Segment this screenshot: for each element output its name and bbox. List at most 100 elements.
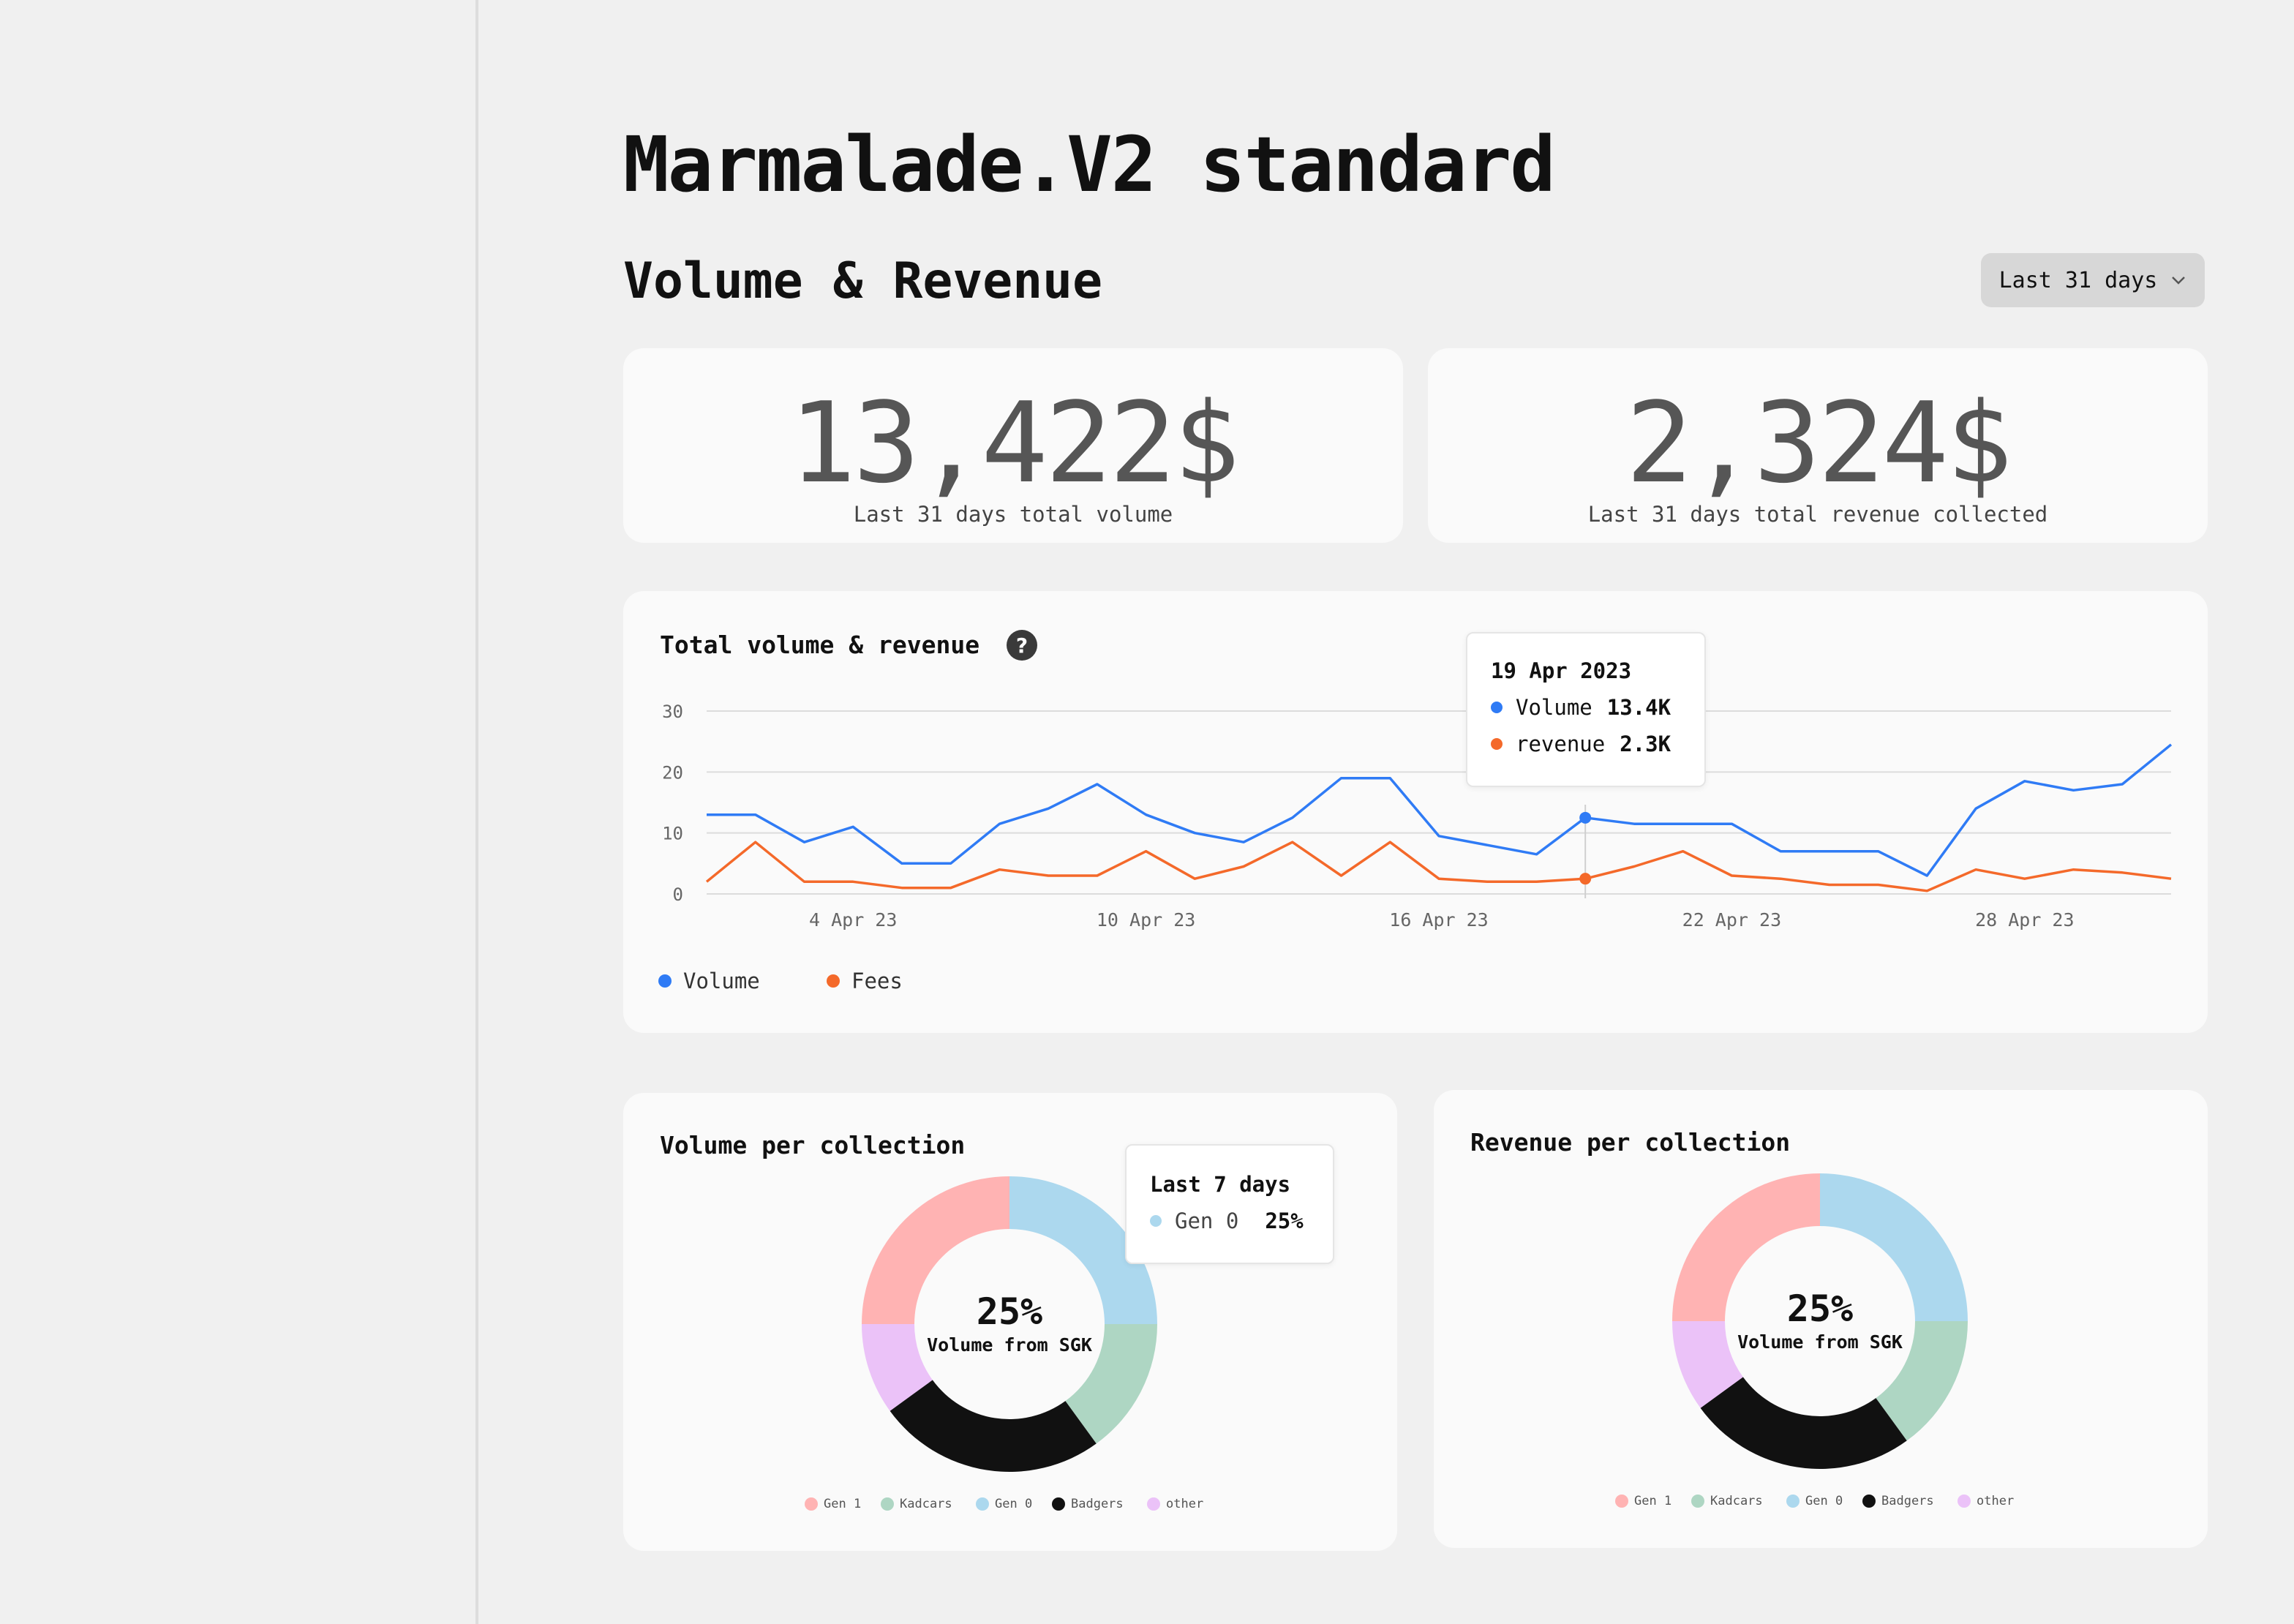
legend-label: Gen 1 — [824, 1497, 862, 1511]
revenue-legend-gen1[interactable]: Gen 1 — [1615, 1494, 1671, 1508]
donut-slice-other — [1672, 1321, 1743, 1408]
x-tick-label: 28 Apr 23 — [1975, 909, 2074, 931]
revenue-dot-icon — [1491, 738, 1503, 750]
legend-volume[interactable]: Volume — [658, 969, 760, 993]
total-volume-caption: Last 31 days total volume — [853, 502, 1173, 527]
donut-slice-kadcars — [1065, 1324, 1157, 1444]
donut-slice-gen1 — [862, 1176, 1009, 1324]
x-tick-label: 10 Apr 23 — [1097, 909, 1195, 931]
y-tick-label: 0 — [673, 884, 683, 905]
legend-fees-label: Fees — [851, 969, 903, 993]
fees-legend-dot-icon — [827, 974, 840, 988]
legend-volume-label: Volume — [683, 969, 760, 993]
legend-label: Gen 0 — [1805, 1494, 1843, 1508]
legend-label: Gen 0 — [995, 1497, 1033, 1511]
revenue-donut-center-label: Volume from SGK — [1737, 1331, 1903, 1353]
volume-donut-center-label: Volume from SGK — [927, 1334, 1092, 1356]
donut-tooltip-row: Gen 0 25% — [1150, 1208, 1304, 1233]
legend-label: Gen 1 — [1634, 1494, 1672, 1508]
legend-fees[interactable]: Fees — [827, 969, 903, 993]
donut-slice-kadcars — [1876, 1321, 1968, 1441]
tooltip-revenue-label: revenue — [1516, 732, 1606, 756]
tooltip-volume-label: Volume — [1516, 695, 1592, 720]
kadcars-dot-icon — [881, 1497, 894, 1511]
chevron-down-icon — [2172, 277, 2186, 285]
hover-point-fees — [1579, 873, 1592, 885]
volume-legend-dot-icon — [658, 974, 672, 988]
kadcars-dot-icon — [1691, 1495, 1704, 1508]
line-chart-card — [623, 591, 2208, 1033]
volume-dot-icon — [1491, 702, 1503, 713]
legend-label: other — [1977, 1494, 2015, 1508]
revenue-stat-card: 2,324$ Last 31 days total revenue collec… — [1428, 348, 2208, 543]
volume-legend-badgers[interactable]: Badgers — [1052, 1497, 1124, 1511]
line-chart-tooltip: 19 Apr 2023 Volume 13.4K revenue 2.3K — [1466, 632, 1706, 787]
tooltip-revenue-value: 2.3K — [1620, 732, 1671, 756]
tooltip-date: 19 Apr 2023 — [1491, 658, 1632, 683]
line-chart-title: Total volume & revenue — [660, 631, 980, 659]
volume-legend-gen0[interactable]: Gen 0 — [976, 1497, 1032, 1511]
gen0-dot-icon — [976, 1497, 989, 1511]
badgers-dot-icon — [1862, 1495, 1876, 1508]
revenue-legend-other[interactable]: other — [1958, 1494, 2014, 1508]
donut-slice-gen0 — [1009, 1176, 1157, 1324]
revenue-donut-title: Revenue per collection — [1470, 1128, 1791, 1157]
donut-tooltip-value: 25% — [1265, 1208, 1304, 1233]
legend-label: Badgers — [1071, 1497, 1124, 1511]
badgers-dot-icon — [1052, 1497, 1065, 1511]
total-revenue-caption: Last 31 days total revenue collected — [1587, 502, 2048, 527]
tooltip-volume-row: Volume 13.4K — [1491, 695, 1671, 720]
other-dot-icon — [1147, 1497, 1160, 1511]
volume-legend-kadcars[interactable]: Kadcars — [881, 1497, 952, 1511]
series-line-fees — [705, 841, 2172, 892]
legend-label: other — [1166, 1497, 1204, 1511]
date-range-select[interactable]: Last 31 days — [1981, 253, 2205, 307]
gen0-dot-icon — [1150, 1215, 1162, 1227]
volume-legend-gen1[interactable]: Gen 1 — [805, 1497, 861, 1511]
legend-label: Kadcars — [1710, 1494, 1763, 1508]
series-line-volume — [707, 743, 2173, 877]
revenue-legend-kadcars[interactable]: Kadcars — [1691, 1494, 1763, 1508]
other-dot-icon — [1958, 1495, 1971, 1508]
volume-stat-card: 13,422$ Last 31 days total volume — [623, 348, 1403, 543]
volume-donut-title: Volume per collection — [660, 1131, 966, 1159]
revenue-legend-gen0[interactable]: Gen 0 — [1786, 1494, 1843, 1508]
revenue-donut-chart[interactable] — [1659, 1160, 1981, 1482]
y-tick-label: 20 — [662, 762, 683, 783]
y-tick-label: 10 — [662, 824, 683, 844]
tooltip-volume-value: 13.4K — [1606, 695, 1671, 720]
tooltip-revenue-row: revenue 2.3K — [1491, 732, 1671, 756]
donut-slice-gen0 — [1820, 1173, 1968, 1321]
revenue-donut-card — [1434, 1090, 2208, 1548]
volume-donut-chart[interactable] — [849, 1163, 1170, 1485]
gen1-dot-icon — [805, 1497, 818, 1511]
page-title: Marmalade.V2 standard — [623, 120, 1556, 209]
x-tick-label: 4 Apr 23 — [809, 909, 897, 931]
donut-tooltip-title: Last 7 days — [1150, 1172, 1291, 1197]
legend-label: Badgers — [1881, 1494, 1934, 1508]
sidebar-divider[interactable] — [475, 0, 478, 1624]
donut-tooltip: Last 7 days Gen 0 25% — [1125, 1144, 1334, 1264]
x-tick-label: 22 Apr 23 — [1682, 909, 1781, 931]
gen1-dot-icon — [1615, 1495, 1628, 1508]
volume-donut-center-value: 25% — [976, 1290, 1043, 1333]
volume-legend-other[interactable]: other — [1147, 1497, 1203, 1511]
revenue-donut-center-value: 25% — [1786, 1287, 1854, 1330]
donut-slice-other — [862, 1324, 933, 1411]
donut-tooltip-label: Gen 0 — [1175, 1208, 1239, 1233]
gen0-dot-icon — [1786, 1495, 1800, 1508]
help-icon[interactable]: ? — [1007, 630, 1037, 661]
line-chart[interactable]: 0 10 20 30 4 Apr 23 10 Apr 23 16 Apr 23 22 Apr … — [0, 0, 2294, 951]
revenue-legend-badgers[interactable]: Badgers — [1862, 1494, 1934, 1508]
total-revenue-value: 2,324$ — [1625, 378, 2012, 508]
donut-slice-badgers — [890, 1380, 1097, 1472]
x-tick-label: 16 Apr 23 — [1389, 909, 1488, 931]
legend-label: Kadcars — [900, 1497, 952, 1511]
section-title: Volume & Revenue — [623, 252, 1103, 310]
y-tick-label: 30 — [662, 702, 683, 722]
hover-point-volume — [1579, 811, 1592, 824]
donut-slice-gen1 — [1672, 1173, 1820, 1321]
total-volume-value: 13,422$ — [789, 378, 1241, 508]
date-range-label: Last 31 days — [1998, 267, 2158, 293]
donut-slice-badgers — [1700, 1377, 1907, 1469]
